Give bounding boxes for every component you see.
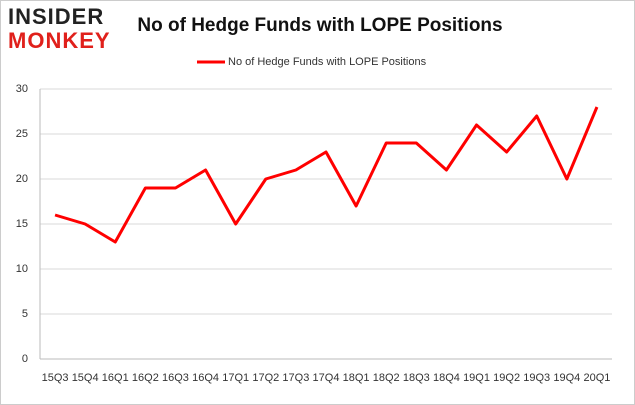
legend-label: No of Hedge Funds with LOPE Positions	[228, 56, 427, 68]
x-tick-label: 16Q4	[192, 372, 219, 384]
x-tick-label: 19Q3	[523, 372, 550, 384]
x-tick-label: 18Q2	[373, 372, 400, 384]
x-tick-label: 19Q4	[553, 372, 580, 384]
data-line	[54, 106, 599, 244]
x-tick-label: 16Q3	[162, 372, 189, 384]
x-tick-label: 17Q3	[282, 372, 309, 384]
y-tick-label: 15	[16, 218, 28, 230]
x-tick-label: 16Q1	[102, 372, 129, 384]
x-tick-label: 15Q3	[42, 372, 69, 384]
y-tick-label: 25	[16, 128, 28, 140]
x-tick-label: 15Q4	[72, 372, 99, 384]
y-tick-label: 20	[16, 173, 28, 185]
logo-bottom: MONKEY	[8, 28, 111, 53]
x-tick-label: 16Q2	[132, 372, 159, 384]
chart-title: No of Hedge Funds with LOPE Positions	[137, 15, 502, 36]
y-tick-label: 10	[16, 263, 28, 275]
x-tick-label: 18Q1	[343, 372, 370, 384]
logo-top: INSIDER	[8, 4, 104, 29]
y-tick-label: 5	[22, 308, 28, 320]
y-tick-label: 30	[16, 83, 28, 95]
x-tick-label: 17Q1	[222, 372, 249, 384]
x-tick-label: 17Q2	[252, 372, 279, 384]
x-tick-label: 20Q1	[583, 372, 610, 384]
x-tick-label: 18Q3	[403, 372, 430, 384]
x-tick-label: 19Q1	[463, 372, 490, 384]
x-tick-label: 17Q4	[313, 372, 340, 384]
y-tick-label: 0	[22, 353, 28, 365]
x-tick-label: 19Q2	[493, 372, 520, 384]
x-tick-label: 18Q4	[433, 372, 460, 384]
